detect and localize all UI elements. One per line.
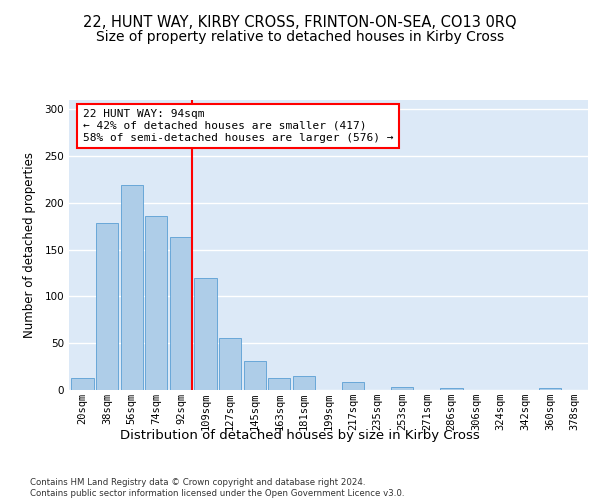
Text: Contains HM Land Registry data © Crown copyright and database right 2024.
Contai: Contains HM Land Registry data © Crown c… [30,478,404,498]
Bar [539,388,561,390]
Bar [121,185,143,390]
Bar [268,378,290,390]
Text: Distribution of detached houses by size in Kirby Cross: Distribution of detached houses by size … [120,428,480,442]
Text: 22 HUNT WAY: 94sqm
← 42% of detached houses are smaller (417)
58% of semi-detach: 22 HUNT WAY: 94sqm ← 42% of detached hou… [83,110,393,142]
Bar [440,388,463,390]
Bar [219,338,241,390]
Bar [391,387,413,390]
Text: 22, HUNT WAY, KIRBY CROSS, FRINTON-ON-SEA, CO13 0RQ: 22, HUNT WAY, KIRBY CROSS, FRINTON-ON-SE… [83,15,517,30]
Bar [342,382,364,390]
Bar [293,376,315,390]
Bar [71,378,94,390]
Bar [194,278,217,390]
Text: Size of property relative to detached houses in Kirby Cross: Size of property relative to detached ho… [96,30,504,44]
Bar [244,361,266,390]
Bar [145,216,167,390]
Bar [96,222,118,390]
Bar [170,236,192,390]
Y-axis label: Number of detached properties: Number of detached properties [23,152,36,338]
